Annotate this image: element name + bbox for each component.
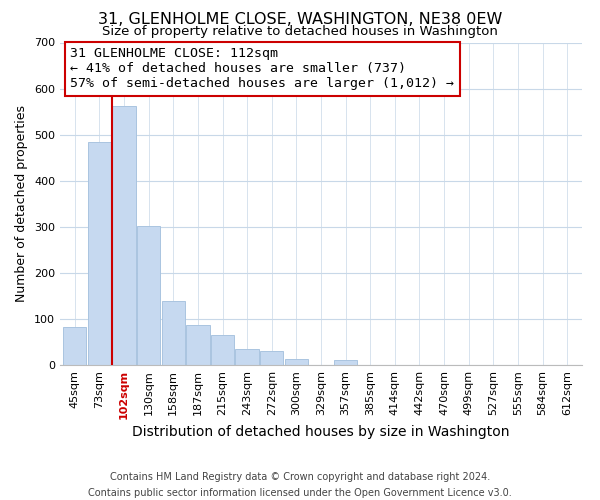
X-axis label: Distribution of detached houses by size in Washington: Distribution of detached houses by size … — [132, 424, 510, 438]
Bar — [334, 360, 358, 365]
Bar — [211, 335, 234, 365]
Text: Size of property relative to detached houses in Washington: Size of property relative to detached ho… — [102, 25, 498, 38]
Text: 31 GLENHOLME CLOSE: 112sqm
← 41% of detached houses are smaller (737)
57% of sem: 31 GLENHOLME CLOSE: 112sqm ← 41% of deta… — [70, 48, 454, 90]
Bar — [112, 106, 136, 365]
Bar — [260, 351, 283, 365]
Bar — [284, 360, 308, 365]
Bar — [161, 300, 185, 365]
Y-axis label: Number of detached properties: Number of detached properties — [16, 106, 28, 302]
Bar — [88, 142, 111, 365]
Text: 31, GLENHOLME CLOSE, WASHINGTON, NE38 0EW: 31, GLENHOLME CLOSE, WASHINGTON, NE38 0E… — [98, 12, 502, 28]
Bar — [186, 325, 209, 365]
Bar — [63, 327, 86, 365]
Text: Contains HM Land Registry data © Crown copyright and database right 2024.: Contains HM Land Registry data © Crown c… — [110, 472, 490, 482]
Bar — [235, 349, 259, 365]
Bar — [137, 226, 160, 365]
Text: Contains public sector information licensed under the Open Government Licence v3: Contains public sector information licen… — [88, 488, 512, 498]
